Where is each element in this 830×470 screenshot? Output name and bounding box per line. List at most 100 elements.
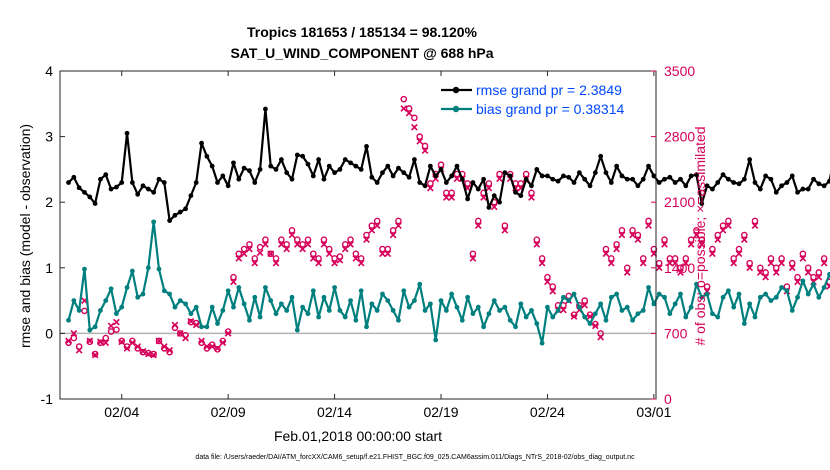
rmse-point bbox=[656, 180, 662, 185]
assimilated-obs-point bbox=[144, 350, 152, 358]
possible-obs-point bbox=[262, 236, 269, 243]
bias-point bbox=[768, 298, 774, 303]
possible-obs-point bbox=[799, 250, 807, 258]
assimilated-obs-point bbox=[645, 222, 652, 229]
possible-obs-point bbox=[411, 114, 418, 122]
possible-obs-point bbox=[97, 339, 104, 347]
assimilated-obs-point bbox=[134, 343, 142, 350]
assimilated-obs-point bbox=[772, 269, 780, 276]
possible-obs-point bbox=[778, 255, 785, 262]
possible-obs-point bbox=[671, 255, 679, 262]
possible-obs-point bbox=[299, 241, 306, 248]
bias-point bbox=[678, 291, 683, 297]
rmse-point bbox=[119, 180, 125, 185]
possible-obs-point bbox=[352, 250, 360, 258]
rmse-point bbox=[98, 176, 103, 182]
bias-point bbox=[699, 294, 705, 300]
rmse-point bbox=[805, 186, 811, 192]
bias-point bbox=[289, 294, 295, 300]
bias-point bbox=[92, 324, 98, 330]
assimilated-obs-point bbox=[309, 255, 317, 262]
assimilated-obs-point bbox=[778, 259, 785, 267]
y-right-tick-label: 2100 bbox=[664, 194, 695, 210]
bias-point bbox=[507, 317, 513, 323]
rmse-point bbox=[731, 180, 737, 185]
possible-obs-point bbox=[549, 283, 557, 290]
possible-obs-point bbox=[315, 255, 322, 262]
assimilated-obs-point bbox=[373, 222, 381, 229]
bias-point bbox=[443, 308, 449, 313]
rmse-point bbox=[763, 173, 769, 179]
bias-point bbox=[332, 285, 337, 290]
possible-obs-point bbox=[235, 250, 243, 258]
possible-obs-point bbox=[746, 259, 753, 267]
possible-obs-point bbox=[623, 264, 631, 272]
assimilated-obs-point bbox=[623, 269, 631, 276]
possible-obs-point bbox=[533, 236, 541, 243]
rmse-point bbox=[614, 163, 620, 169]
assimilated-obs-point bbox=[411, 123, 418, 131]
assimilated-obs-point bbox=[65, 337, 72, 345]
bias-point bbox=[87, 327, 93, 333]
rmse-point bbox=[321, 176, 327, 182]
rmse-point bbox=[741, 176, 747, 182]
bias-point bbox=[571, 291, 577, 297]
rmse-point bbox=[332, 170, 337, 176]
bias-point bbox=[694, 281, 699, 287]
assimilated-obs-point bbox=[533, 241, 541, 248]
bias-point bbox=[779, 285, 784, 290]
possible-obs-point bbox=[725, 217, 732, 225]
assimilated-obs-point bbox=[283, 245, 291, 253]
bias-point bbox=[449, 291, 455, 297]
bias-point bbox=[321, 294, 327, 300]
rmse-point bbox=[140, 183, 146, 189]
possible-obs-point bbox=[320, 236, 328, 243]
assimilated-obs-point bbox=[389, 231, 397, 239]
bias-point bbox=[71, 298, 77, 303]
x-tick-label: 02/14 bbox=[317, 404, 352, 420]
possible-obs-point bbox=[730, 255, 737, 262]
rmse-point bbox=[571, 180, 577, 185]
bias-point bbox=[193, 304, 199, 310]
possible-obs-point bbox=[246, 241, 253, 248]
bias-point bbox=[278, 301, 284, 307]
rmse-point bbox=[672, 180, 678, 185]
rmse-point bbox=[135, 191, 141, 197]
rmse-point bbox=[640, 176, 646, 182]
bias-point bbox=[412, 298, 417, 303]
bias-point bbox=[108, 286, 114, 292]
assimilated-obs-point bbox=[331, 259, 338, 267]
possible-obs-point bbox=[820, 255, 828, 262]
assimilated-obs-point bbox=[544, 278, 551, 286]
assimilated-obs-point bbox=[469, 255, 477, 262]
bias-point bbox=[688, 304, 694, 310]
rmse-point bbox=[646, 163, 651, 169]
rmse-point bbox=[534, 167, 540, 172]
possible-obs-point bbox=[693, 227, 700, 234]
rmse-point bbox=[76, 185, 82, 191]
assimilated-obs-point bbox=[160, 343, 168, 350]
assimilated-obs-point bbox=[198, 337, 205, 345]
rmse-point bbox=[433, 173, 439, 179]
assimilated-obs-point bbox=[677, 269, 684, 276]
assimilated-obs-point bbox=[762, 273, 769, 281]
assimilated-obs-point bbox=[687, 241, 695, 248]
assimilated-obs-point bbox=[70, 330, 78, 337]
assimilated-obs-point bbox=[347, 241, 354, 248]
assimilated-obs-point bbox=[395, 222, 402, 229]
possible-obs-point bbox=[608, 255, 615, 262]
rmse-point bbox=[385, 163, 391, 169]
possible-obs-point bbox=[75, 343, 83, 350]
assimilated-obs-point bbox=[272, 259, 280, 267]
assimilated-obs-point bbox=[363, 236, 370, 244]
bias-point bbox=[358, 288, 364, 294]
assimilated-obs-point bbox=[549, 287, 557, 295]
bias-point bbox=[396, 317, 401, 323]
rmse-point bbox=[353, 163, 359, 169]
assimilated-obs-point bbox=[613, 245, 620, 253]
assimilated-obs-point bbox=[788, 264, 796, 272]
assimilated-obs-point bbox=[528, 194, 535, 201]
bias-point bbox=[640, 308, 646, 313]
bias-point bbox=[667, 311, 673, 317]
assimilated-obs-point bbox=[591, 322, 599, 330]
